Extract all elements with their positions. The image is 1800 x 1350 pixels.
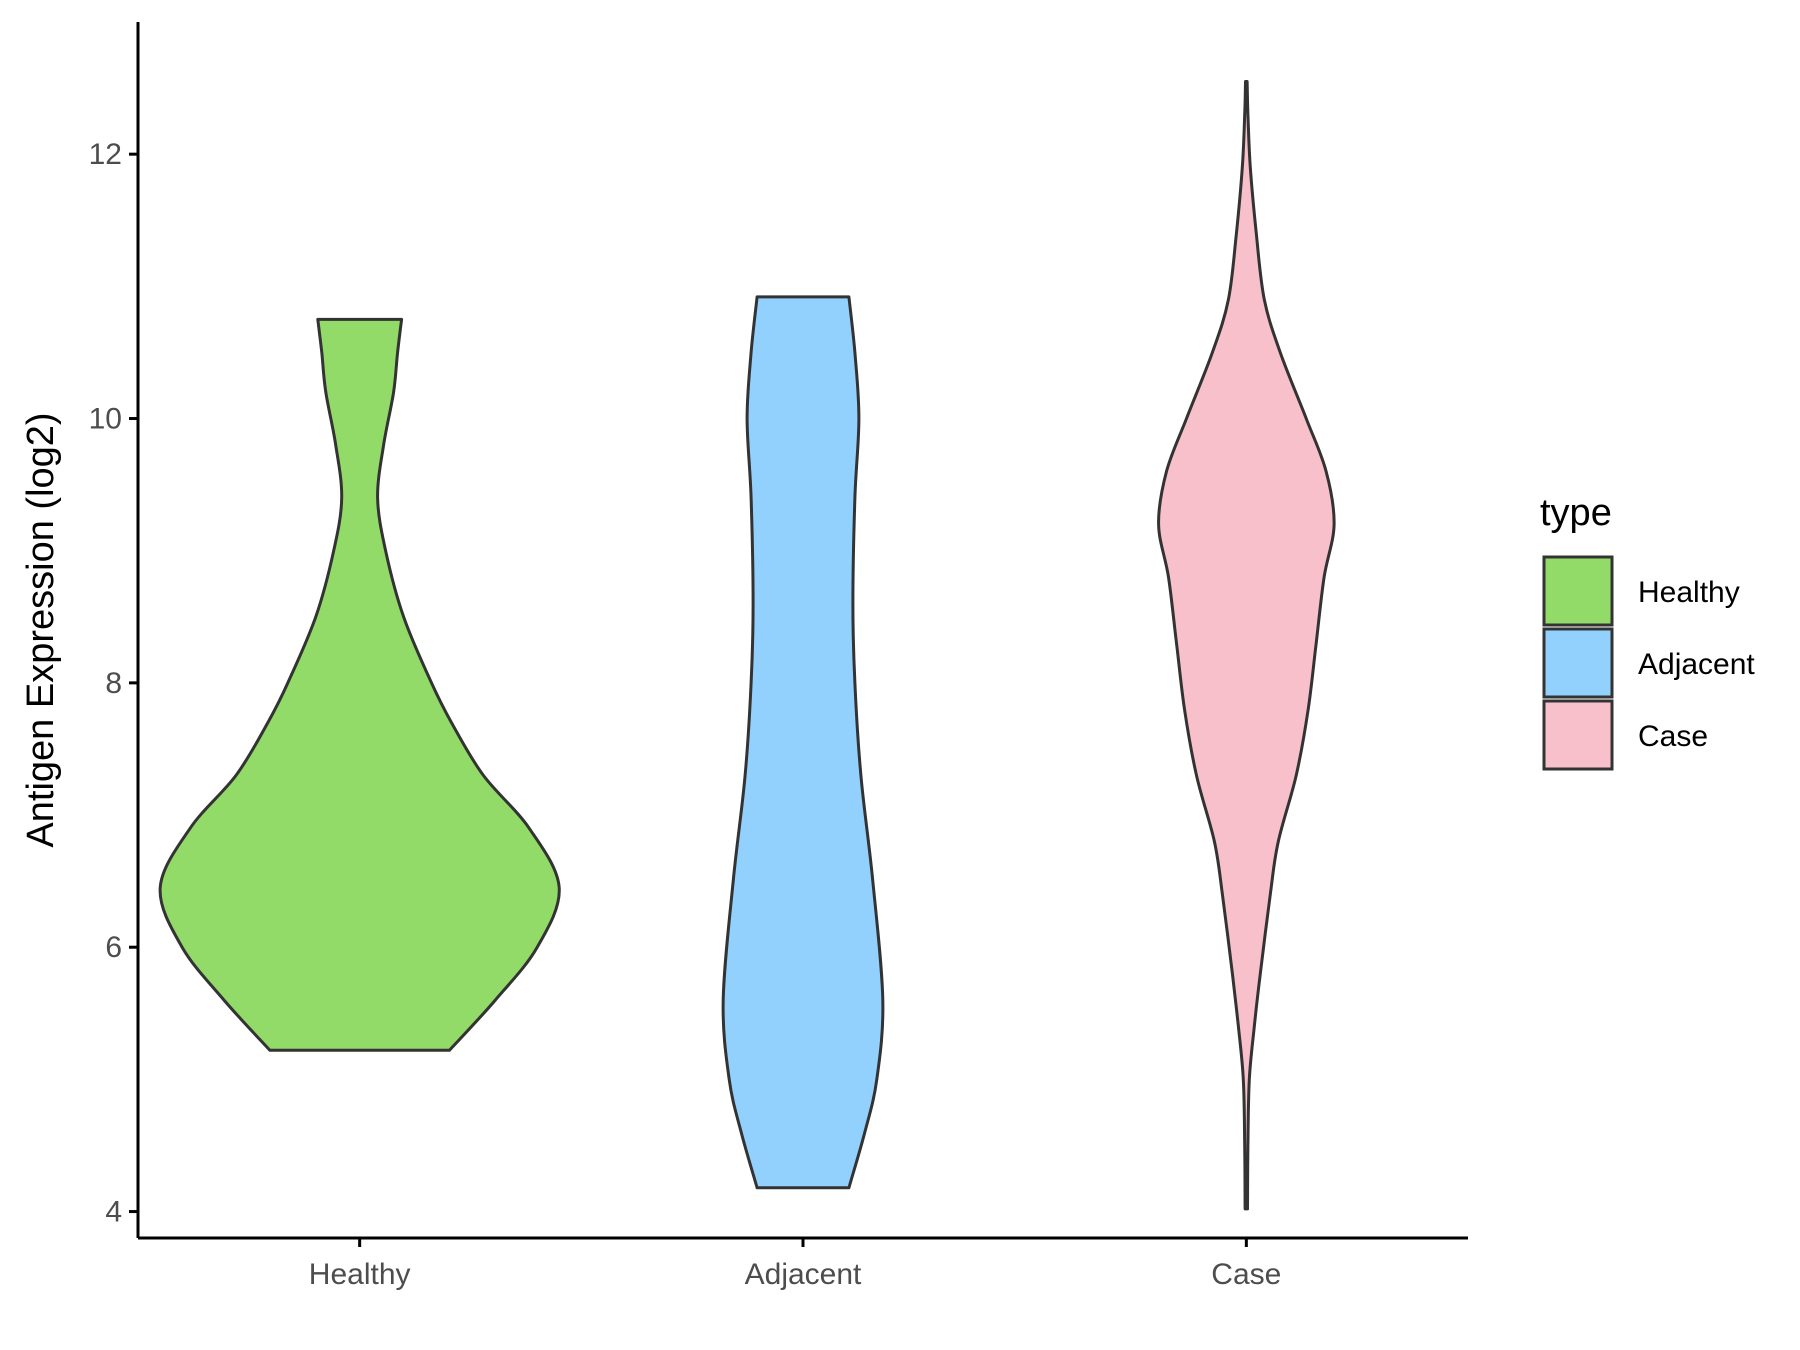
- legend-swatch-case: [1542, 699, 1614, 771]
- y-axis-title: Antigen Expression (log2): [20, 412, 62, 847]
- x-ticks: Healthy Adjacent Case: [309, 1238, 1281, 1291]
- violin-case: [1157, 80, 1336, 1211]
- y-tick-label: 10: [89, 403, 122, 436]
- x-tick-label: Case: [1211, 1258, 1281, 1291]
- legend-swatch-adjacent: [1542, 627, 1614, 699]
- y-tick-label: 4: [105, 1196, 122, 1229]
- legend-label-case: Case: [1638, 720, 1708, 753]
- legend-label-adjacent: Adjacent: [1638, 648, 1755, 681]
- legend-swatch-healthy: [1542, 555, 1614, 627]
- violin-healthy: [158, 317, 561, 1052]
- y-tick-label: 8: [105, 667, 122, 700]
- y-ticks: 4 6 8 10 12: [89, 138, 138, 1229]
- axes: 4 6 8 10 12 Healthy Adjacent Case: [89, 22, 1468, 1291]
- legend-label-healthy: Healthy: [1638, 576, 1740, 609]
- y-tick-label: 12: [89, 138, 122, 171]
- x-tick-label: Adjacent: [745, 1258, 862, 1291]
- violin-layer: [158, 80, 1336, 1211]
- legend: type Healthy Adjacent Case: [1540, 492, 1755, 771]
- y-tick-label: 6: [105, 931, 122, 964]
- legend-title: type: [1540, 492, 1612, 534]
- violin-adjacent: [721, 295, 885, 1190]
- legend-items: Healthy Adjacent Case: [1542, 555, 1755, 771]
- x-tick-label: Healthy: [309, 1258, 411, 1291]
